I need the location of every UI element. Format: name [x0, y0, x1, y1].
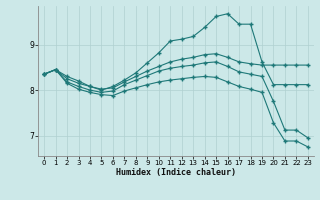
X-axis label: Humidex (Indice chaleur): Humidex (Indice chaleur) [116, 168, 236, 177]
